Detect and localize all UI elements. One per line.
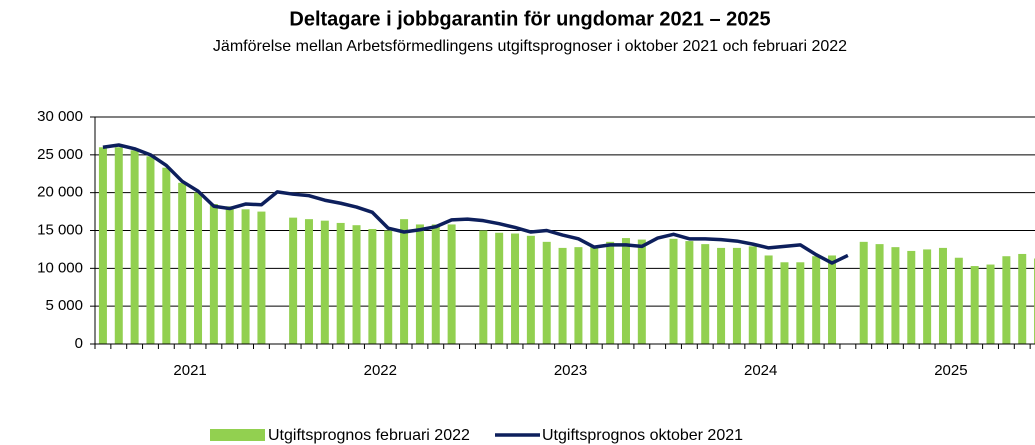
x-group-label: 2025 — [934, 362, 967, 379]
bar — [748, 246, 757, 344]
y-tick-label: 25 000 — [37, 146, 83, 163]
bar — [907, 250, 916, 344]
bar — [257, 211, 266, 344]
y-tick-label: 30 000 — [37, 108, 83, 125]
bar — [764, 255, 773, 344]
x-group-label: 2021 — [173, 362, 206, 379]
bar — [479, 230, 488, 344]
bar — [209, 204, 218, 344]
bar — [954, 257, 963, 344]
bar — [986, 264, 995, 344]
bar — [590, 246, 599, 344]
bar — [621, 238, 630, 344]
x-group-label: 2023 — [554, 362, 587, 379]
bar — [1002, 256, 1011, 344]
bar — [431, 224, 440, 344]
bar — [1018, 253, 1027, 344]
bar — [241, 209, 250, 344]
bar — [780, 262, 789, 344]
bar — [542, 241, 551, 344]
bar — [146, 156, 155, 344]
x-group-label: 2024 — [744, 362, 777, 379]
bar — [415, 224, 424, 344]
bar — [114, 147, 123, 344]
bar — [447, 224, 456, 344]
bar — [368, 228, 377, 344]
bar — [400, 219, 409, 344]
bar — [828, 255, 837, 344]
bar — [495, 232, 504, 344]
bar — [304, 219, 313, 344]
y-tick-label: 0 — [75, 335, 83, 352]
legend-swatch — [210, 429, 265, 441]
chart-title: Deltagare i jobbgarantin för ungdomar 20… — [289, 8, 770, 30]
bar — [178, 182, 187, 344]
chart-subtitle: Jämförelse mellan Arbetsförmedlingens ut… — [213, 38, 847, 55]
bar — [98, 147, 107, 344]
bar — [194, 192, 203, 344]
bar — [923, 249, 932, 344]
bar — [812, 256, 821, 344]
bar — [511, 233, 520, 344]
bar — [225, 206, 234, 344]
bar — [891, 247, 900, 344]
line — [102, 143, 849, 265]
bar — [938, 247, 947, 344]
legend-label: Utgiftsprognos oktober 2021 — [542, 427, 743, 444]
bar — [669, 238, 678, 344]
bar — [859, 241, 868, 344]
bar — [384, 230, 393, 344]
bar — [701, 244, 710, 344]
bar — [526, 235, 535, 344]
bar — [130, 150, 139, 344]
y-tick-label: 15 000 — [37, 221, 83, 238]
bar — [875, 244, 884, 344]
y-tick-label: 5 000 — [45, 297, 83, 314]
bar — [637, 239, 646, 344]
bar — [352, 225, 361, 344]
bar — [970, 266, 979, 344]
bar — [574, 247, 583, 344]
bar — [162, 167, 171, 344]
bar — [685, 241, 694, 344]
y-tick-label: 10 000 — [37, 259, 83, 276]
bar — [320, 220, 329, 344]
y-tick-label: 20 000 — [37, 184, 83, 201]
bar — [289, 217, 298, 344]
bar — [796, 262, 805, 344]
bar — [606, 241, 615, 344]
bar — [717, 247, 726, 344]
bar — [558, 247, 567, 344]
legend-label: Utgiftsprognos februari 2022 — [268, 427, 470, 444]
x-group-label: 2022 — [364, 362, 397, 379]
bar — [732, 247, 741, 344]
bar — [336, 222, 345, 344]
